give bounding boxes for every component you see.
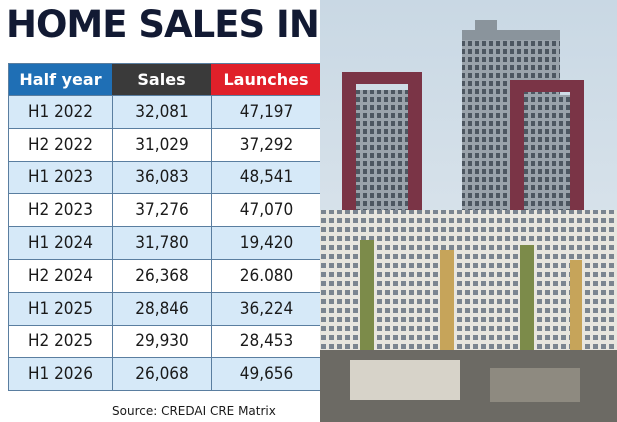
table-row: H1 2026 26,068 49,656 [9, 357, 321, 391]
data-table: Half year Sales Launches H1 2022 32,081 47… [8, 63, 322, 392]
cell-half-year: H1 2023 [27, 167, 93, 188]
cell-launches: 37,292 [211, 128, 321, 161]
cell-launches: 47,070 [211, 194, 321, 227]
building-photo [320, 0, 617, 422]
cell-launches: 28,453 [211, 325, 321, 358]
cell-sales: 26,368 [112, 259, 211, 292]
cell-half-year: H2 2024 [27, 265, 93, 286]
cell-launches: 48,541 [211, 161, 321, 194]
cell-sales: 31,029 [112, 128, 211, 161]
cell-sales: 32,081 [112, 96, 211, 128]
cell-launches: 19,420 [211, 227, 321, 259]
cell-launches: 36,224 [211, 292, 321, 325]
cell-half-year: H2 2022 [27, 134, 93, 155]
cell-half-year: H1 2024 [27, 233, 93, 254]
table-row: H2 2022 31,029 37,292 [9, 127, 321, 161]
table-header: Half year Sales Launches [9, 64, 321, 95]
source-note: Source: CREDAI CRE Matrix [112, 404, 276, 418]
cell-half-year: H2 2025 [27, 331, 93, 352]
table-row: H1 2023 36,083 48,541 [9, 160, 321, 194]
cell-launches: 47,197 [211, 96, 321, 128]
cell-sales: 37,276 [112, 194, 211, 227]
table-row: H1 2025 28,846 36,224 [9, 291, 321, 325]
table-row: H2 2024 26,368 26.080 [9, 258, 321, 292]
cell-sales: 28,846 [112, 292, 211, 325]
cell-launches: 49,656 [211, 358, 321, 391]
table-row: H2 2023 37,276 47,070 [9, 193, 321, 227]
header-launches: Launches [211, 64, 321, 95]
cell-sales: 36,083 [112, 161, 211, 194]
cell-sales: 29,930 [112, 325, 211, 358]
header-sales: Sales [112, 64, 211, 95]
cell-half-year: H2 2023 [27, 200, 93, 221]
header-half-year: Half year [9, 64, 112, 95]
cell-sales: 26,068 [112, 358, 211, 391]
cell-launches: 26.080 [211, 259, 321, 292]
cell-sales: 31,780 [112, 227, 211, 259]
cell-half-year: H1 2025 [27, 298, 93, 319]
table-row: H1 2024 31,780 19,420 [9, 226, 321, 259]
table-row: H1 2022 32,081 47,197 [9, 95, 321, 128]
table-row: H2 2025 29,930 28,453 [9, 324, 321, 358]
cell-half-year: H1 2022 [27, 101, 93, 122]
cell-half-year: H1 2026 [27, 364, 93, 385]
